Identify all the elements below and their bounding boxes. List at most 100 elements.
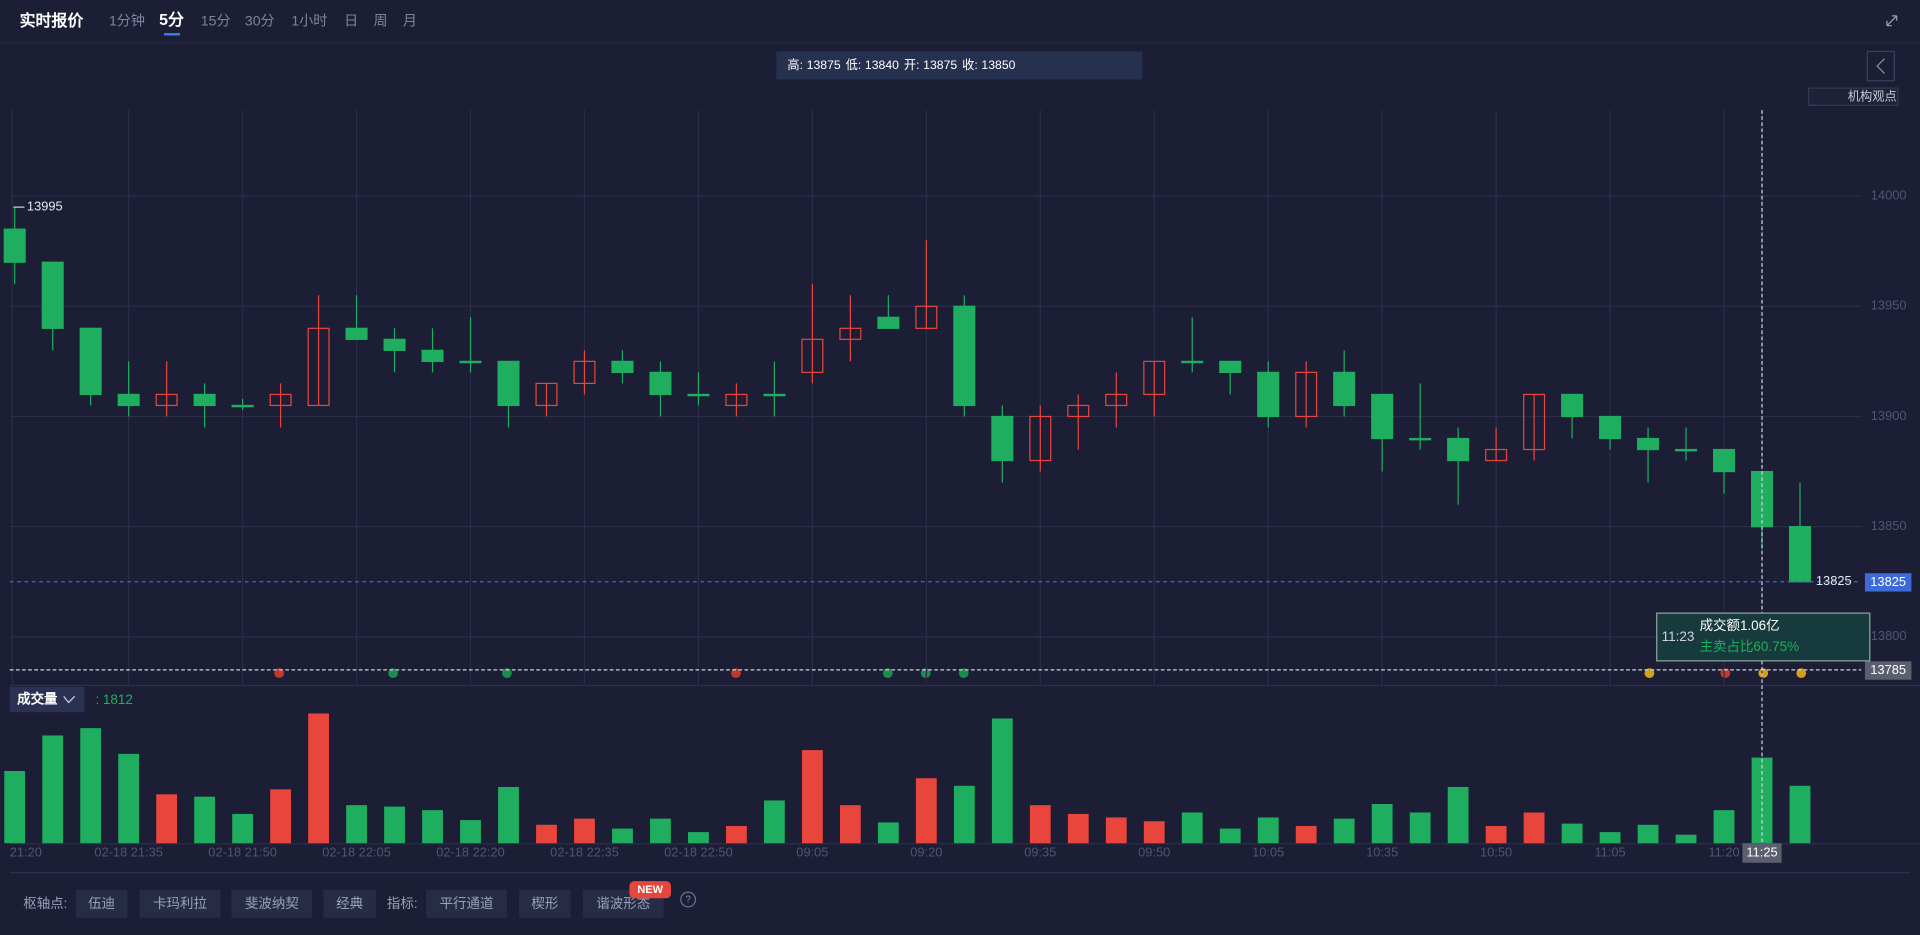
pivot-button[interactable] [75, 889, 128, 918]
volume-bar [1523, 812, 1545, 844]
candle-body [1637, 437, 1660, 451]
tab[interactable]: 日 [344, 13, 358, 29]
volume-bar [574, 818, 595, 844]
y-tick-label: 13900 [1871, 408, 1907, 423]
pivot-text: 伍迪 [88, 896, 115, 911]
help-icon[interactable] [680, 891, 697, 908]
candle-body [1599, 415, 1622, 440]
y-tick-label: 13950 [1871, 298, 1907, 313]
indicator-text: 楔形 [531, 896, 558, 911]
candle-body [497, 360, 520, 407]
x-tick-label: 09:50 [1138, 844, 1170, 859]
x-tick-label: 11:05 [1594, 844, 1625, 859]
x-tick-label: 02-18 21:35 [94, 844, 163, 859]
x-tick-label: 02-18 22:50 [664, 844, 733, 859]
candle-body [611, 360, 634, 374]
candle-body [1788, 526, 1812, 583]
volume-bar [915, 778, 937, 844]
tab[interactable]: 30分 [245, 13, 275, 29]
volume-bar [384, 806, 405, 844]
candle-body [1713, 448, 1736, 473]
volume-bar [1029, 805, 1051, 844]
volume-bar [308, 713, 329, 844]
x-tick-label: 11:20 [1708, 844, 1739, 859]
tab[interactable]: 15分 [201, 13, 231, 29]
volume-bar [1637, 824, 1659, 844]
volume-bar [1675, 834, 1697, 844]
volume-bar [991, 718, 1013, 844]
indicator-text: 谐波形态 [596, 896, 650, 911]
x-tick-label: 02-18 21:50 [208, 844, 277, 859]
candle-body [383, 338, 406, 351]
tab[interactable]: 1小时 [291, 13, 327, 29]
volume-bar [1295, 825, 1317, 844]
candle-body [345, 327, 368, 340]
candle-body [155, 393, 178, 407]
candle-body [1371, 393, 1394, 440]
signal [502, 668, 512, 678]
opinion-button[interactable] [1807, 87, 1899, 106]
candle-body [193, 393, 216, 407]
candle-body [687, 393, 710, 397]
x-tick-label: 02-18 22:35 [550, 844, 619, 859]
x-tick-label: 02-18 22:05 [322, 844, 391, 859]
volume-bar [1371, 803, 1393, 844]
last-price-axis-label: 13825 [1870, 574, 1906, 589]
volume-bar [1333, 818, 1355, 844]
tab[interactable]: 周 [373, 13, 387, 29]
volume-bar [270, 789, 291, 844]
pivot-button[interactable] [323, 889, 376, 918]
volume-bar [1143, 821, 1165, 844]
signal [1758, 668, 1769, 678]
x-tick-label: 21:20 [10, 844, 42, 859]
new-badge-text: NEW [637, 884, 663, 896]
candle-body [79, 327, 102, 396]
collapse-icon[interactable] [1886, 15, 1898, 27]
y-tick-label: 14000 [1871, 187, 1907, 202]
volume-bar [1067, 813, 1089, 844]
candle-body [649, 371, 672, 396]
ohlc-label: 低: [846, 58, 862, 72]
volume-bar [612, 828, 633, 844]
pivot-label: 枢轴点: [23, 896, 67, 911]
indicator-button[interactable] [426, 889, 507, 918]
candle-body [231, 404, 254, 408]
indicator-button[interactable] [519, 889, 571, 918]
volume-readout: :1812 [96, 692, 133, 707]
volume-bar [1713, 810, 1735, 844]
candle-body [269, 393, 292, 407]
volume-bar [1219, 828, 1241, 844]
ohlc-value: 13875 [923, 58, 957, 72]
signal-icons [274, 668, 1807, 678]
pivot-button[interactable] [139, 889, 221, 918]
volume-bar [801, 750, 823, 844]
candle-body [41, 261, 64, 329]
volume-bar [877, 822, 899, 844]
signal [1796, 668, 1807, 678]
candle-body [1523, 393, 1546, 451]
signal [882, 668, 893, 678]
tab-underline [164, 33, 180, 36]
candle-body [763, 393, 786, 397]
tooltip-time: 11:23 [1662, 629, 1695, 644]
pivot-button[interactable] [231, 889, 313, 918]
tab[interactable]: 1分钟 [109, 13, 145, 29]
candle-body [573, 360, 596, 385]
help-text: ? [685, 895, 691, 906]
candle-body [1333, 371, 1356, 407]
volume-bar [232, 813, 254, 844]
volume-bar [726, 825, 747, 844]
candle-body [535, 382, 558, 407]
candle-body [1409, 437, 1432, 441]
tab[interactable]: 月 [403, 13, 417, 29]
ohlc-value: 13840 [865, 58, 899, 72]
candle-body [801, 338, 824, 374]
volume-bar [80, 728, 102, 844]
tooltip-line2: 主卖占比60.75% [1700, 639, 1800, 654]
volume-bar [460, 820, 481, 844]
ohlc-box [776, 51, 1143, 80]
panel-toggle[interactable] [1866, 50, 1895, 82]
volume-bar [1485, 825, 1507, 844]
tab-active[interactable]: 5分 [159, 11, 184, 29]
